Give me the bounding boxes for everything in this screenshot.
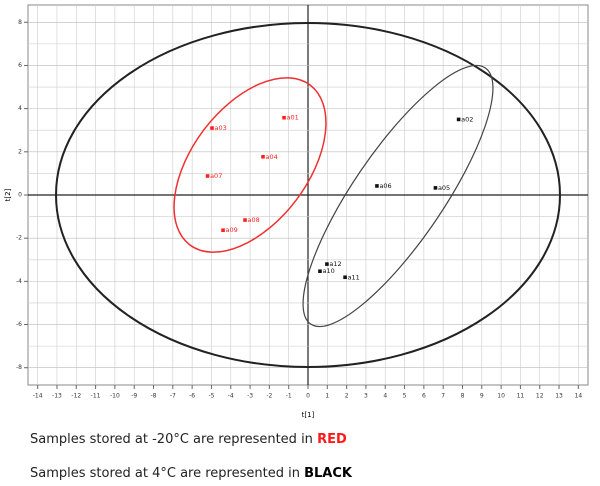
- x-tick-label: 11: [517, 393, 525, 400]
- x-tick-label: 3: [364, 393, 368, 400]
- x-tick-label: 14: [575, 393, 583, 400]
- x-tick-label: -6: [189, 393, 195, 400]
- black-group-ellipse: [302, 64, 494, 328]
- note-highlight: RED: [317, 432, 347, 447]
- x-tick-label: 8: [461, 393, 465, 400]
- note: Samples stored at 4°C are represented in…: [30, 466, 352, 481]
- note: Samples stored at -20°C are represented …: [30, 432, 347, 447]
- x-tick-label: 13: [555, 393, 563, 400]
- y-tick-label: -2: [16, 235, 22, 242]
- point: [325, 262, 329, 266]
- x-tick-label: -5: [208, 393, 214, 400]
- grid: [28, 5, 588, 385]
- y-tick-label: 0: [18, 192, 22, 199]
- x-tick-label: -13: [52, 393, 62, 400]
- point-label: a10: [322, 267, 334, 275]
- x-tick-label: -7: [170, 393, 176, 400]
- x-tick-label: -11: [91, 393, 101, 400]
- point: [433, 186, 438, 190]
- point: [221, 228, 225, 232]
- point: [205, 174, 210, 178]
- y-tick-label: 8: [18, 19, 22, 26]
- x-tick-label: 9: [480, 393, 484, 400]
- y-tick-label: -6: [16, 321, 22, 328]
- x-tick-label: 7: [441, 393, 445, 400]
- x-tick-label: 5: [403, 393, 407, 400]
- x-tick-label: -2: [266, 393, 272, 400]
- point: [375, 184, 379, 188]
- note-text: Samples stored at -20°C are represented …: [30, 432, 318, 447]
- point-label: a07: [210, 172, 222, 180]
- red-group-ellipse: [173, 77, 327, 253]
- point: [210, 126, 214, 130]
- point-label: a06: [379, 182, 391, 190]
- point: [318, 269, 322, 274]
- y-tick-label: 4: [18, 105, 22, 112]
- x-tick-label: 1: [325, 393, 329, 400]
- point-label: a12: [329, 260, 341, 268]
- point-label: a05: [438, 184, 450, 192]
- x-tick-label: -3: [247, 393, 253, 400]
- chart: t[1] t[2] -14 -13 -12 -11 -10 -9 -8 -7 -6 -5 -4 -3-…: [4, 4, 589, 419]
- y-tick-label: -4: [16, 278, 22, 285]
- x-tick-label: -9: [131, 393, 137, 400]
- x-tick-label: -12: [71, 393, 81, 400]
- hotelling-ellipse: [55, 22, 561, 368]
- x-tick-label: 10: [497, 393, 505, 400]
- note-text: Samples stored at 4°C are represented in: [30, 466, 305, 481]
- point: [456, 117, 461, 122]
- point-label: a09: [226, 226, 238, 234]
- y-axis-label: t[2]: [4, 188, 12, 201]
- point-label: a08: [248, 216, 260, 224]
- point-label: a11: [348, 273, 360, 281]
- x-tick-label: -8: [151, 393, 157, 400]
- x-tick-label: 12: [536, 393, 544, 400]
- point: [282, 115, 286, 120]
- point-label: a04: [266, 153, 278, 161]
- x-tick-label: 2: [345, 393, 349, 400]
- y-tick-label: 2: [18, 148, 22, 155]
- point-label: a03: [215, 124, 227, 132]
- point: [261, 154, 265, 159]
- y-tick-label: 6: [18, 62, 22, 69]
- x-tick-label: -10: [110, 393, 120, 400]
- x-axis-label: t[1]: [302, 411, 315, 419]
- x-tick-label: 4: [383, 393, 387, 400]
- x-tick-label: 0: [306, 393, 310, 400]
- y-tick-label: -8: [16, 364, 22, 371]
- point-label: a01: [287, 114, 299, 122]
- point: [243, 218, 247, 222]
- note-highlight: BLACK: [304, 466, 352, 481]
- x-tick-label: -1: [286, 393, 292, 400]
- x-tick-label: -14: [33, 393, 43, 400]
- point: [343, 275, 347, 280]
- x-tick-label: -4: [228, 393, 234, 400]
- point-label: a02: [461, 115, 473, 123]
- x-tick-label: 6: [422, 393, 426, 400]
